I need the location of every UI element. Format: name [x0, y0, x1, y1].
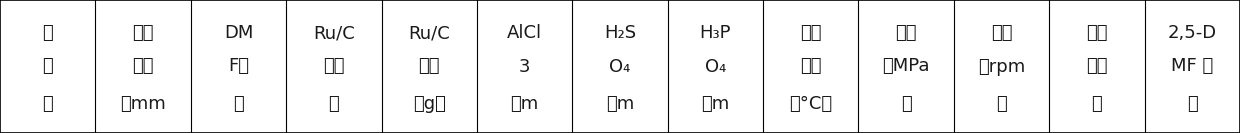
Text: 负载: 负载: [324, 57, 345, 76]
Text: 率: 率: [1091, 95, 1102, 113]
Text: Ru/C: Ru/C: [312, 24, 355, 42]
Text: 量: 量: [233, 95, 244, 113]
Text: 实: 实: [42, 24, 53, 42]
Text: ）: ）: [900, 95, 911, 113]
Text: （mm: （mm: [120, 95, 166, 113]
Text: MF 收: MF 收: [1172, 57, 1214, 76]
Text: 率: 率: [1187, 95, 1198, 113]
Text: （°C）: （°C）: [789, 95, 832, 113]
Text: （MPa: （MPa: [883, 57, 930, 76]
Text: DM: DM: [223, 24, 253, 42]
Text: 用量: 用量: [133, 57, 154, 76]
Text: （rpm: （rpm: [978, 57, 1025, 76]
Text: O₄: O₄: [609, 57, 631, 76]
Text: 3: 3: [518, 57, 531, 76]
Text: 果糖: 果糖: [133, 24, 154, 42]
Text: 果糖: 果糖: [1086, 24, 1107, 42]
Text: 转速: 转速: [991, 24, 1012, 42]
Text: 施: 施: [42, 57, 53, 76]
Text: 2,5-D: 2,5-D: [1168, 24, 1216, 42]
Text: 例: 例: [42, 95, 53, 113]
Text: Ru/C: Ru/C: [408, 24, 450, 42]
Text: 量: 量: [329, 95, 340, 113]
Text: 温度: 温度: [800, 57, 822, 76]
Text: 反应: 反应: [800, 24, 822, 42]
Text: （g）: （g）: [413, 95, 445, 113]
Text: （m: （m: [606, 95, 634, 113]
Text: 转化: 转化: [1086, 57, 1107, 76]
Text: H₂S: H₂S: [604, 24, 636, 42]
Text: 用量: 用量: [418, 57, 440, 76]
Text: （m: （m: [702, 95, 729, 113]
Text: O₄: O₄: [704, 57, 725, 76]
Text: H₃P: H₃P: [699, 24, 732, 42]
Text: 压力: 压力: [895, 24, 916, 42]
Text: （m: （m: [511, 95, 538, 113]
Text: AlCl: AlCl: [507, 24, 542, 42]
Text: ）: ）: [996, 95, 1007, 113]
Text: F用: F用: [228, 57, 249, 76]
